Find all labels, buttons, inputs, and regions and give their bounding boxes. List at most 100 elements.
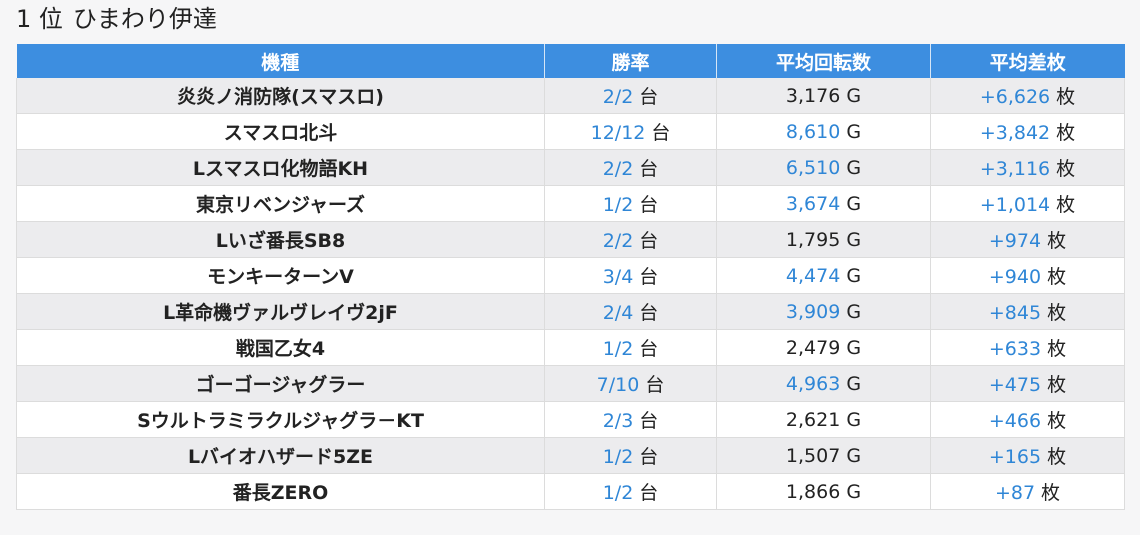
win-rate-cell: 2/2 台 (544, 221, 717, 258)
win-rate-cell: 2/2 台 (544, 78, 717, 114)
header-avg-spins: 平均回転数 (716, 44, 931, 78)
machine-name: ゴーゴージャグラー (16, 365, 545, 402)
avg-spins-cell: 2,479 G (716, 329, 931, 366)
avg-diff-unit: 枚 (1056, 122, 1076, 144)
avg-diff-cell: +940 枚 (930, 257, 1125, 294)
avg-spins-cell: 6,510 G (716, 149, 931, 186)
page-title: 1 位ひまわり伊達 (16, 2, 217, 36)
win-rate-value: 1/2 (602, 194, 634, 216)
win-rate-unit: 台 (639, 446, 659, 468)
avg-spins-unit: G (846, 336, 862, 359)
avg-spins-unit: G (846, 228, 862, 251)
avg-spins-unit: G (846, 192, 862, 215)
win-rate-unit: 台 (639, 158, 659, 180)
win-rate-unit: 台 (639, 230, 659, 252)
win-rate-value: 2/4 (602, 302, 634, 324)
win-rate-cell: 3/4 台 (544, 257, 717, 294)
win-rate-value: 2/3 (602, 410, 634, 432)
win-rate-unit: 台 (639, 302, 659, 324)
avg-spins-value: 1,866 (785, 480, 841, 503)
avg-diff-unit: 枚 (1056, 86, 1076, 108)
avg-spins-unit: G (846, 120, 862, 143)
avg-diff-cell: +3,116 枚 (930, 149, 1125, 186)
avg-spins-value: 8,610 (785, 120, 841, 143)
avg-spins-cell: 3,909 G (716, 293, 931, 330)
win-rate-unit: 台 (639, 410, 659, 432)
avg-spins-unit: G (846, 300, 862, 323)
avg-diff-cell: +633 枚 (930, 329, 1125, 366)
avg-diff-value: +475 (988, 374, 1042, 396)
avg-spins-cell: 3,176 G (716, 78, 931, 114)
machine-name: L革命機ヴァルヴレイヴ2jF (16, 293, 545, 330)
avg-spins-unit: G (846, 408, 862, 431)
win-rate-value: 2/2 (602, 230, 634, 252)
machine-name: Sウルトラミラクルジャグラ－KT (16, 401, 545, 438)
win-rate-value: 2/2 (602, 158, 634, 180)
table-row: 東京リベンジャーズ 1/2 台 3,674 G +1,014 枚 (16, 185, 1125, 222)
avg-diff-value: +87 (994, 482, 1036, 504)
avg-diff-unit: 枚 (1056, 158, 1076, 180)
machine-ranking-table: 機種 勝率 平均回転数 平均差枚 炎炎ノ消防隊(スマスロ) 2/2 台 3,176 G +… (16, 44, 1125, 510)
avg-diff-cell: +165 枚 (930, 437, 1125, 474)
table-row: Lいざ番長SB8 2/2 台 1,795 G +974 枚 (16, 221, 1125, 258)
win-rate-value: 7/10 (596, 374, 640, 396)
avg-spins-cell: 2,621 G (716, 401, 931, 438)
avg-diff-value: +974 (988, 230, 1042, 252)
win-rate-cell: 1/2 台 (544, 185, 717, 222)
avg-diff-value: +845 (988, 302, 1042, 324)
win-rate-cell: 2/3 台 (544, 401, 717, 438)
win-rate-unit: 台 (639, 194, 659, 216)
avg-diff-cell: +1,014 枚 (930, 185, 1125, 222)
header-machine: 機種 (16, 44, 545, 78)
avg-spins-unit: G (846, 372, 862, 395)
avg-diff-cell: +87 枚 (930, 473, 1125, 510)
avg-diff-value: +466 (988, 410, 1042, 432)
avg-diff-unit: 枚 (1041, 482, 1061, 504)
avg-spins-cell: 1,866 G (716, 473, 931, 510)
table-row: L革命機ヴァルヴレイヴ2jF 2/4 台 3,909 G +845 枚 (16, 293, 1125, 330)
avg-spins-cell: 1,507 G (716, 437, 931, 474)
avg-spins-value: 3,909 (785, 300, 841, 323)
avg-diff-cell: +845 枚 (930, 293, 1125, 330)
win-rate-unit: 台 (645, 374, 665, 396)
win-rate-cell: 1/2 台 (544, 473, 717, 510)
avg-diff-unit: 枚 (1047, 374, 1067, 396)
avg-diff-unit: 枚 (1047, 410, 1067, 432)
avg-diff-unit: 枚 (1047, 266, 1067, 288)
win-rate-unit: 台 (639, 338, 659, 360)
avg-diff-unit: 枚 (1047, 446, 1067, 468)
win-rate-cell: 12/12 台 (544, 113, 717, 150)
table-row: モンキーターンV 3/4 台 4,474 G +940 枚 (16, 257, 1125, 294)
avg-spins-cell: 8,610 G (716, 113, 931, 150)
avg-diff-cell: +3,842 枚 (930, 113, 1125, 150)
avg-diff-value: +165 (988, 446, 1042, 468)
win-rate-value: 1/2 (602, 446, 634, 468)
win-rate-cell: 1/2 台 (544, 329, 717, 366)
avg-spins-value: 1,507 (785, 444, 841, 467)
table-row: Lバイオハザード5ZE 1/2 台 1,507 G +165 枚 (16, 437, 1125, 474)
avg-diff-cell: +6,626 枚 (930, 78, 1125, 114)
table-row: 炎炎ノ消防隊(スマスロ) 2/2 台 3,176 G +6,626 枚 (16, 78, 1125, 114)
table-header-row: 機種 勝率 平均回転数 平均差枚 (16, 44, 1125, 78)
header-avg-diff: 平均差枚 (930, 44, 1125, 78)
avg-spins-unit: G (846, 480, 862, 503)
win-rate-value: 1/2 (602, 482, 634, 504)
avg-spins-cell: 3,674 G (716, 185, 931, 222)
avg-spins-value: 1,795 (785, 228, 841, 251)
table-row: スマスロ北斗 12/12 台 8,610 G +3,842 枚 (16, 113, 1125, 150)
avg-spins-unit: G (846, 444, 862, 467)
machine-name: モンキーターンV (16, 257, 545, 294)
win-rate-cell: 1/2 台 (544, 437, 717, 474)
win-rate-unit: 台 (651, 122, 671, 144)
avg-diff-value: +633 (988, 338, 1042, 360)
avg-spins-cell: 4,963 G (716, 365, 931, 402)
header-win-rate: 勝率 (544, 44, 717, 78)
win-rate-unit: 台 (639, 86, 659, 108)
machine-name: スマスロ北斗 (16, 113, 545, 150)
avg-diff-value: +6,626 (979, 86, 1051, 108)
avg-diff-unit: 枚 (1047, 302, 1067, 324)
win-rate-cell: 2/2 台 (544, 149, 717, 186)
avg-diff-value: +940 (988, 266, 1042, 288)
table-row: Lスマスロ化物語KH 2/2 台 6,510 G +3,116 枚 (16, 149, 1125, 186)
avg-diff-unit: 枚 (1047, 230, 1067, 252)
